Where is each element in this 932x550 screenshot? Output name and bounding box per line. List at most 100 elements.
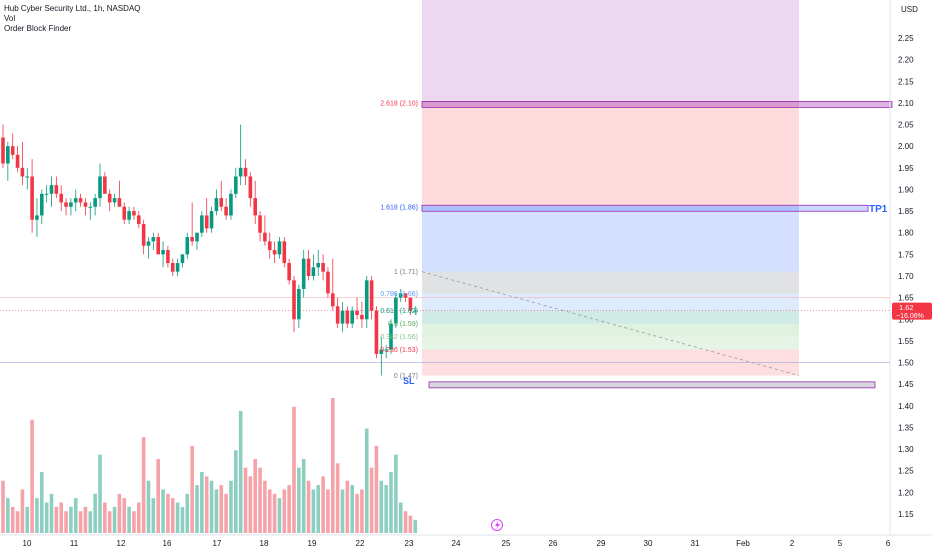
- volume-bar: [403, 511, 408, 533]
- volume-bar: [360, 489, 364, 533]
- currency-label: USD: [901, 5, 918, 14]
- candle: [350, 310, 354, 324]
- candle: [360, 314, 364, 320]
- volume-bar: [49, 493, 54, 533]
- price-tick: 1.70: [898, 272, 914, 281]
- candle: [248, 176, 253, 199]
- candle: [331, 293, 335, 307]
- price-candles: [1, 124, 418, 376]
- fib-label-8: 0 (1.47): [394, 373, 418, 380]
- volume-bar: [103, 502, 107, 533]
- volume-bar: [137, 502, 141, 533]
- candle: [35, 215, 39, 220]
- fib-label-0: 2.618 (2.10): [380, 100, 418, 107]
- candle: [195, 232, 199, 242]
- volume-bar: [306, 480, 311, 533]
- volume-bar: [224, 493, 228, 533]
- volume-bar: [127, 506, 131, 533]
- fib-label-2: 1 (1.71): [394, 269, 418, 276]
- price-tick: 2.20: [898, 56, 914, 65]
- volume-bar: [301, 458, 306, 533]
- last-price-change: −16.06%: [896, 313, 924, 320]
- vol-indicator-label[interactable]: Vol: [4, 14, 16, 23]
- volume-bar: [30, 419, 34, 533]
- volume-bar: [267, 489, 272, 533]
- order-block-indicator-label[interactable]: Order Block Finder: [4, 24, 72, 33]
- candle: [132, 211, 136, 216]
- volume-bar: [180, 506, 185, 533]
- candle: [306, 258, 311, 276]
- volume-bar: [6, 498, 10, 533]
- fib-label-3: 0.786 (1.66): [380, 291, 418, 298]
- order-block-sl: [428, 381, 876, 389]
- candle: [6, 146, 10, 164]
- date-tick: 25: [502, 539, 511, 548]
- grid-lines: [0, 0, 932, 536]
- candle: [234, 176, 238, 194]
- volume-bar: [408, 515, 413, 533]
- candle: [107, 193, 112, 203]
- volume-bar: [253, 458, 257, 533]
- candle: [25, 176, 30, 178]
- fib-zone-3: [422, 271, 799, 294]
- lightning-glyph-icon: [495, 521, 500, 530]
- volume-bar: [141, 437, 146, 533]
- candle: [166, 250, 170, 264]
- date-tick: 29: [597, 539, 606, 548]
- date-tick: 17: [213, 539, 222, 548]
- price-tick: 1.90: [898, 185, 914, 194]
- candle: [103, 176, 107, 194]
- volume-bar: [234, 450, 238, 533]
- volume-bar: [340, 489, 345, 533]
- date-tick: 19: [308, 539, 317, 548]
- candle: [141, 224, 146, 246]
- volume-bar: [25, 506, 30, 533]
- candle: [389, 323, 393, 350]
- volume-bar: [297, 467, 301, 533]
- volume-bar: [209, 480, 214, 533]
- candle: [316, 263, 321, 268]
- volume-bar: [170, 498, 175, 533]
- candle: [272, 250, 277, 255]
- volume-bar: [151, 498, 156, 533]
- volume-bar: [389, 472, 393, 533]
- price-tick: 2.05: [898, 121, 914, 130]
- symbol-title[interactable]: Hub Cyber Security Ltd., 1h, NASDAQ: [4, 4, 141, 13]
- date-tick: 24: [452, 539, 461, 548]
- volume-bar: [379, 480, 384, 533]
- volume-bar: [156, 458, 160, 533]
- candle: [64, 202, 68, 207]
- candle: [88, 206, 93, 208]
- candle: [161, 250, 165, 255]
- volume-bar: [355, 493, 359, 533]
- candle: [146, 241, 151, 246]
- fib-zone-4: [422, 293, 799, 311]
- candle: [238, 167, 243, 177]
- volume-bar: [374, 445, 379, 533]
- fib-label-5: 0.5 (1.59): [388, 321, 418, 328]
- date-tick: 2: [790, 539, 795, 548]
- volume-bar: [10, 506, 15, 533]
- candle: [200, 215, 204, 233]
- price-tick: 1.80: [898, 229, 914, 238]
- volume-bar: [311, 489, 316, 533]
- candle: [44, 193, 49, 195]
- candle: [1, 137, 5, 164]
- time-axis[interactable]: 10 11 12 16 17 18 19 22 23 24 25 26 29 30 31 Feb 2 5 6: [23, 539, 891, 548]
- date-tick: 26: [549, 539, 558, 548]
- price-tick: 1.35: [898, 423, 914, 432]
- volume-bar: [292, 406, 296, 533]
- date-tick: 23: [405, 539, 414, 548]
- volume-bar: [204, 476, 209, 533]
- volume-bar: [161, 489, 165, 533]
- price-axis[interactable]: USD 2.25 2.20 2.15 2.10 2.05 2.00 1.95 1.90 1.85 1…: [892, 5, 932, 519]
- candle: [403, 293, 408, 298]
- candle: [78, 198, 83, 203]
- candle: [384, 349, 388, 351]
- volume-bar: [258, 467, 262, 533]
- price-tick: 2.25: [898, 34, 914, 43]
- volume-bar: [321, 476, 325, 533]
- candle: [98, 176, 102, 199]
- volume-bar: [316, 485, 321, 533]
